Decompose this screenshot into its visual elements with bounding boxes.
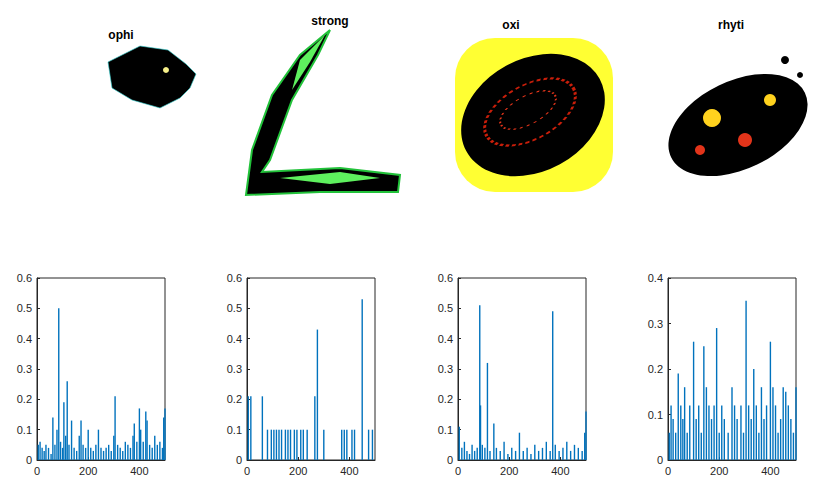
svg-text:0.2: 0.2	[438, 393, 453, 405]
svg-text:0.1: 0.1	[648, 409, 663, 421]
svg-text:0.3: 0.3	[648, 318, 663, 330]
svg-text:200: 200	[79, 465, 97, 477]
svg-text:0: 0	[236, 454, 242, 466]
svg-text:0: 0	[455, 465, 461, 477]
svg-text:rhyti: rhyti	[718, 18, 744, 32]
svg-text:0: 0	[657, 454, 663, 466]
svg-text:0.5: 0.5	[17, 302, 32, 314]
svg-text:400: 400	[130, 465, 148, 477]
svg-text:0.2: 0.2	[648, 363, 663, 375]
svg-text:200: 200	[710, 465, 728, 477]
svg-text:strong: strong	[311, 14, 348, 28]
svg-text:0.4: 0.4	[648, 272, 663, 284]
svg-text:0.3: 0.3	[227, 363, 242, 375]
svg-text:400: 400	[551, 465, 569, 477]
svg-text:0: 0	[26, 454, 32, 466]
svg-text:0.5: 0.5	[438, 302, 453, 314]
svg-text:0.6: 0.6	[17, 272, 32, 284]
svg-text:400: 400	[340, 465, 358, 477]
svg-text:0.2: 0.2	[227, 393, 242, 405]
svg-text:400: 400	[761, 465, 779, 477]
svg-text:0.2: 0.2	[17, 393, 32, 405]
svg-text:0: 0	[34, 465, 40, 477]
svg-text:0.3: 0.3	[438, 363, 453, 375]
svg-text:0.1: 0.1	[438, 424, 453, 436]
svg-text:0.1: 0.1	[227, 424, 242, 436]
svg-text:0.3: 0.3	[17, 363, 32, 375]
svg-text:0.6: 0.6	[227, 272, 242, 284]
svg-text:200: 200	[500, 465, 518, 477]
svg-text:0.4: 0.4	[227, 333, 242, 345]
svg-text:200: 200	[289, 465, 307, 477]
svg-text:0.4: 0.4	[17, 333, 32, 345]
svg-text:0: 0	[665, 465, 671, 477]
svg-text:0.4: 0.4	[438, 333, 453, 345]
svg-text:oxi: oxi	[502, 18, 519, 32]
svg-text:0: 0	[447, 454, 453, 466]
svg-text:0.1: 0.1	[17, 424, 32, 436]
svg-text:0.5: 0.5	[227, 302, 242, 314]
svg-text:ophi: ophi	[108, 28, 133, 42]
svg-text:0.6: 0.6	[438, 272, 453, 284]
svg-text:0: 0	[244, 465, 250, 477]
